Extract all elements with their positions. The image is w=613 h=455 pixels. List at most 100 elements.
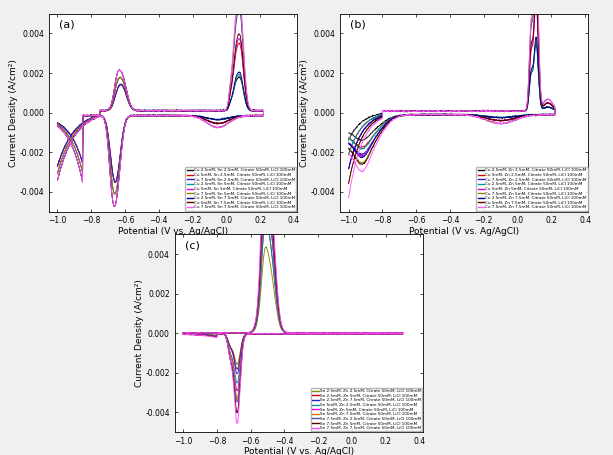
Sn 5mM, Zn 7.5mM, Citrate 50mM, LiCl 100mM xyxy=(388,330,395,336)
Sn 7.5mM, Zn 7.5mM, Citrate 50mM, LiCl 100mM xyxy=(186,330,193,336)
Sn 2.5mM, Zn 2.5mM, Citrate 50mM, LiCl 100mM xyxy=(180,330,187,335)
Cu 7.5mM, Zn 2.5mM, Citrate 50mM, LiCl 100mM xyxy=(345,140,352,146)
Cu 2.5mM, Zn 5mM, Citrate 50mM, LiCl 100mM xyxy=(487,114,495,120)
Cu 5mM, Zn 2.5mM, Citrate 50mM, LiCl 100mM xyxy=(487,116,495,122)
Line: Cu 7.5mM, Zn 2.5mM, Citrate 50mM, LiCl 100mM: Cu 7.5mM, Zn 2.5mM, Citrate 50mM, LiCl 1… xyxy=(349,0,555,169)
Sn 5mM, Zn 2.5mM, Citrate 50mM, LiCl 100mM xyxy=(286,331,294,337)
Text: (a): (a) xyxy=(59,20,75,30)
Cu 7.5mM, Sn 5mM, Citrate 50mM, LiCl 100mM xyxy=(54,121,61,127)
Cu 2.5mM, Zn 7.5mM, Citrate 50mM, LiCl 100mM xyxy=(422,108,430,114)
Sn 2.5mM, Zn 7.5mM, Citrate 50mM, LiCl 100mM xyxy=(388,330,395,335)
Cu 5mM, Sn 2.5mM, Citrate 50mM, LiCl 100mM xyxy=(54,163,61,169)
Cu 5mM, Sn 7.5mM, Citrate 50mM, LiCl 100mM xyxy=(54,178,61,183)
Cu 5mM, Zn 7.5mM, Citrate 50mM, LiCl 100mM xyxy=(541,103,549,108)
Cu 7.5mM, Sn 7.5mM, Citrate 50mM, LiCl 100mM xyxy=(249,108,257,113)
Sn 7.5mM, Zn 7.5mM, Citrate 50mM, LiCl 100mM xyxy=(262,131,269,136)
Cu 5mM, Sn 5mM, Citrate 50mM, LiCl 100mM xyxy=(54,171,61,177)
Sn 7.5mM, Zn 5mM, Citrate 50mM, LiCl 100mM xyxy=(331,331,338,337)
Sn 2.5mM, Zn 2.5mM, Citrate 50mM, LiCl 100mM xyxy=(383,331,390,337)
Cu 7.5mM, Zn 5mM, Citrate 50mM, LiCl 100mM xyxy=(487,119,495,124)
Cu 7.5mM, Sn 5mM, Citrate 50mM, LiCl 100mM xyxy=(154,113,161,118)
Text: (b): (b) xyxy=(350,20,366,30)
Cu 2.5mM, Zn 5mM, Citrate 50mM, LiCl 100mM xyxy=(351,136,358,142)
Sn 5mM, Zn 5mM, Citrate 50mM, LiCl 100mM xyxy=(383,331,390,337)
Cu 2.5mM, Sn 2.5mM, Citrate 50mM, LiCl 100mM xyxy=(112,180,119,185)
Cu 2.5mM, Sn 5mM, Citrate 50mM, LiCl 100mM xyxy=(54,171,61,176)
Cu 2.5mM, Sn 7.5mM, Citrate 50mM, LiCl 100mM xyxy=(249,108,257,113)
Cu 2.5mM, Sn 2.5mM, Citrate 50mM, LiCl 100mM xyxy=(245,113,252,119)
Sn 7.5mM, Zn 7.5mM, Citrate 50mM, LiCl 100mM xyxy=(234,420,241,426)
Cu 5mM, Sn 2.5mM, Citrate 50mM, LiCl 100mM xyxy=(54,120,61,126)
Cu 2.5mM, Sn 2.5mM, Citrate 50mM, LiCl 100mM xyxy=(54,163,61,169)
Cu 5mM, Sn 2.5mM, Citrate 50mM, LiCl 100mM xyxy=(245,113,252,118)
Cu 7.5mM, Sn 5mM, Citrate 50mM, LiCl 100mM xyxy=(112,191,119,197)
Cu 5mM, Sn 5mM, Citrate 50mM, LiCl 100mM xyxy=(245,113,252,118)
Sn 7.5mM, Zn 5mM, Citrate 50mM, LiCl 100mM xyxy=(383,331,390,337)
Line: Sn 5mM, Zn 5mM, Citrate 50mM, LiCl 100mM: Sn 5mM, Zn 5mM, Citrate 50mM, LiCl 100mM xyxy=(183,190,403,391)
Cu 2.5mM, Sn 7.5mM, Citrate 50mM, LiCl 100mM xyxy=(111,204,118,209)
Cu 5mM, Sn 5mM, Citrate 50mM, LiCl 100mM xyxy=(54,121,61,126)
Cu 2.5mM, Zn 2.5mM, Citrate 50mM, LiCl 100mM xyxy=(357,138,365,143)
Cu 5mM, Sn 7.5mM, Citrate 50mM, LiCl 100mM xyxy=(196,115,204,120)
Sn 5mM, Zn 5mM, Citrate 50mM, LiCl 100mM xyxy=(286,331,294,337)
Sn 5mM, Zn 5mM, Citrate 50mM, LiCl 100mM xyxy=(180,330,187,336)
Cu 2.5mM, Sn 7.5mM, Citrate 50mM, LiCl 100mM xyxy=(54,178,61,183)
Cu 2.5mM, Zn 5mM, Citrate 50mM, LiCl 100mM xyxy=(345,135,352,140)
Sn 7.5mM, Zn 2.5mM, Citrate 50mM, LiCl 100mM xyxy=(234,399,241,405)
Sn 2.5mM, Zn 7.5mM, Citrate 50mM, LiCl 100mM xyxy=(286,331,294,336)
Cu 5mM, Zn 5mM, Citrate 50mM, LiCl 100mM xyxy=(445,111,452,117)
Sn 2.5mM, Zn 7.5mM, Citrate 50mM, LiCl 100mM xyxy=(233,371,240,376)
Cu 5mM, Sn 7.5mM, Citrate 50mM, LiCl 100mM xyxy=(54,123,61,128)
Sn 5mM, Zn 2.5mM, Citrate 50mM, LiCl 100mM xyxy=(331,331,338,337)
Sn 2.5mM, Zn 5mM, Citrate 50mM, LiCl 100mM xyxy=(286,331,294,336)
Sn 2.5mM, Zn 5mM, Citrate 50mM, LiCl 100mM xyxy=(262,216,270,221)
Cu 5mM, Zn 7.5mM, Citrate 50mM, LiCl 100mM xyxy=(445,112,452,117)
Cu 7.5mM, Zn 7.5mM, Citrate 50mM, LiCl 100mM xyxy=(345,195,352,201)
Cu 5mM, Zn 5mM, Citrate 50mM, LiCl 100mM xyxy=(487,116,495,122)
Cu 2.5mM, Sn 5mM, Citrate 50mM, LiCl 100mM xyxy=(54,121,61,127)
Cu 5mM, Zn 7.5mM, Citrate 50mM, LiCl 100mM xyxy=(345,181,352,186)
Sn 2.5mM, Zn 5mM, Citrate 50mM, LiCl 100mM xyxy=(388,331,395,336)
Cu 5mM, Zn 5mM, Citrate 50mM, LiCl 100mM xyxy=(345,166,352,172)
Cu 7.5mM, Sn 7.5mM, Citrate 50mM, LiCl 100mM xyxy=(111,203,118,209)
Cu 7.5mM, Sn 2.5mM, Citrate 50mM, LiCl 100mM xyxy=(249,108,257,113)
Cu 5mM, Zn 2.5mM, Citrate 50mM, LiCl 100mM xyxy=(345,152,352,157)
Sn 5mM, Zn 5mM, Citrate 50mM, LiCl 100mM xyxy=(186,330,193,336)
Cu 5mM, Sn 7.5mM, Citrate 50mM, LiCl 100mM xyxy=(235,31,243,37)
Cu 2.5mM, Sn 2.5mM, Citrate 50mM, LiCl 100mM xyxy=(235,74,243,79)
Sn 7.5mM, Zn 2.5mM, Citrate 50mM, LiCl 100mM xyxy=(180,330,187,336)
Cu 7.5mM, Sn 2.5mM, Citrate 50mM, LiCl 100mM xyxy=(196,115,204,121)
Cu 2.5mM, Zn 7.5mM, Citrate 50mM, LiCl 100mM xyxy=(445,111,452,117)
Sn 5mM, Zn 7.5mM, Citrate 50mM, LiCl 100mM xyxy=(331,331,338,336)
Sn 5mM, Zn 5mM, Citrate 50mM, LiCl 100mM xyxy=(234,388,241,394)
Line: Cu 7.5mM, Sn 5mM, Citrate 50mM, LiCl 100mM: Cu 7.5mM, Sn 5mM, Citrate 50mM, LiCl 100… xyxy=(58,2,264,194)
Cu 2.5mM, Sn 7.5mM, Citrate 50mM, LiCl 100mM xyxy=(59,158,67,164)
Cu 7.5mM, Zn 5mM, Citrate 50mM, LiCl 100mM xyxy=(541,99,549,104)
Sn 2.5mM, Zn 2.5mM, Citrate 50mM, LiCl 100mM xyxy=(388,330,395,336)
X-axis label: Potential (V vs. Ag/AgCl): Potential (V vs. Ag/AgCl) xyxy=(118,227,228,236)
Sn 5mM, Zn 2.5mM, Citrate 50mM, LiCl 100mM xyxy=(234,380,241,386)
Cu 7.5mM, Zn 2.5mM, Citrate 50mM, LiCl 100mM xyxy=(422,108,430,114)
Cu 2.5mM, Sn 5mM, Citrate 50mM, LiCl 100mM xyxy=(112,192,119,197)
Line: Cu 5mM, Zn 7.5mM, Citrate 50mM, LiCl 100mM: Cu 5mM, Zn 7.5mM, Citrate 50mM, LiCl 100… xyxy=(349,0,555,183)
Cu 2.5mM, Zn 2.5mM, Citrate 50mM, LiCl 100mM xyxy=(541,105,548,111)
Sn 2.5mM, Zn 7.5mM, Citrate 50mM, LiCl 100mM xyxy=(262,187,270,192)
Sn 7.5mM, Zn 7.5mM, Citrate 50mM, LiCl 100mM xyxy=(388,330,395,336)
Cu 5mM, Zn 7.5mM, Citrate 50mM, LiCl 100mM xyxy=(345,146,352,151)
Sn 2.5mM, Zn 5mM, Citrate 50mM, LiCl 100mM xyxy=(234,366,241,372)
Cu 2.5mM, Zn 2.5mM, Citrate 50mM, LiCl 100mM xyxy=(487,115,495,120)
Cu 2.5mM, Zn 7.5mM, Citrate 50mM, LiCl 100mM xyxy=(345,141,352,146)
Cu 5mM, Zn 2.5mM, Citrate 50mM, LiCl 100mM xyxy=(351,136,358,142)
Cu 7.5mM, Sn 2.5mM, Citrate 50mM, LiCl 100mM xyxy=(154,113,161,118)
Cu 7.5mM, Zn 5mM, Citrate 50mM, LiCl 100mM xyxy=(535,112,543,118)
Line: Cu 5mM, Sn 5mM, Citrate 50mM, LiCl 100mM: Cu 5mM, Sn 5mM, Citrate 50mM, LiCl 100mM xyxy=(58,39,264,194)
Cu 5mM, Sn 2.5mM, Citrate 50mM, LiCl 100mM xyxy=(235,40,243,46)
Cu 7.5mM, Zn 2.5mM, Citrate 50mM, LiCl 100mM xyxy=(535,113,543,118)
Sn 5mM, Zn 5mM, Citrate 50mM, LiCl 100mM xyxy=(262,188,269,193)
Cu 2.5mM, Zn 2.5mM, Citrate 50mM, LiCl 100mM xyxy=(351,127,358,133)
Cu 2.5mM, Zn 2.5mM, Citrate 50mM, LiCl 100mM xyxy=(445,112,452,117)
Cu 7.5mM, Sn 2.5mM, Citrate 50mM, LiCl 100mM xyxy=(235,6,243,12)
Cu 5mM, Sn 7.5mM, Citrate 50mM, LiCl 100mM xyxy=(245,113,252,119)
Cu 7.5mM, Sn 5mM, Citrate 50mM, LiCl 100mM xyxy=(249,108,257,114)
Cu 5mM, Sn 7.5mM, Citrate 50mM, LiCl 100mM xyxy=(111,204,118,209)
